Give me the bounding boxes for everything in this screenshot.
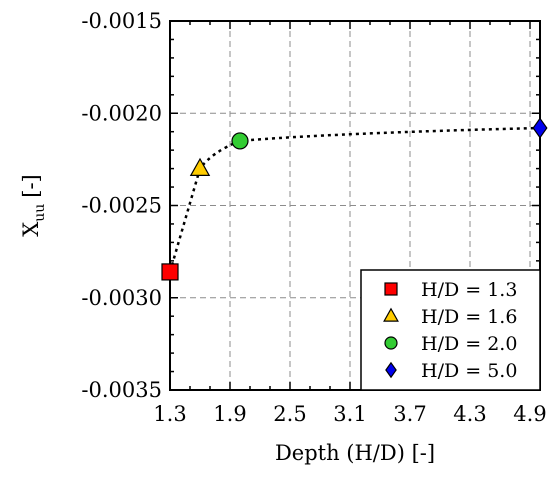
legend-entry-label: H/D = 1.6 (421, 306, 517, 328)
y-tick-label: -0.0020 (81, 101, 162, 125)
legend-marker-diamond (385, 361, 397, 379)
markers (161, 117, 548, 281)
series-line (168, 126, 541, 273)
y-tick-label: -0.0030 (81, 286, 162, 310)
y-axis-title-main: X (19, 222, 43, 237)
x-tick-label: 4.9 (513, 402, 546, 426)
x-tick-label: 3.7 (393, 402, 426, 426)
x-axis-title: Depth (H/D) [-] (275, 441, 435, 465)
legend-entry-label: H/D = 1.3 (421, 279, 517, 301)
y-axis-title-subscript: uu (32, 204, 48, 222)
tick-labels: 1.3 1.9 2.5 3.1 3.7 4.3 4.9 -0.0015 -0.0020 -0.00… (81, 9, 546, 426)
x-tick-label: 1.9 (213, 402, 246, 426)
legend-entry-label: H/D = 2.0 (421, 333, 517, 355)
legend: H/D = 1.3 H/D = 1.6 H/D = 2.0 H/D = 5.0 (360, 269, 541, 391)
data-point-diamond (532, 117, 548, 139)
x-tick-label: 4.3 (453, 402, 486, 426)
legend-marker-square (384, 282, 398, 296)
data-point-square (161, 263, 179, 281)
grid (170, 21, 540, 390)
legend-marker-triangle (383, 307, 399, 322)
y-tick-label: -0.0035 (81, 378, 162, 402)
data-point-circle (231, 132, 249, 150)
data-point-triangle (189, 157, 211, 176)
y-tick-label: -0.0015 (81, 9, 162, 33)
y-axis-title-unit: [-] (19, 174, 43, 197)
plot-frame (169, 20, 541, 391)
x-tick-label: 3.1 (333, 402, 366, 426)
legend-marker-circle (384, 336, 398, 350)
x-tick-label: 2.5 (273, 402, 306, 426)
legend-entry-label: H/D = 5.0 (421, 360, 517, 382)
y-axis-title: Xuu [-] (19, 174, 48, 236)
y-tick-label: -0.0025 (81, 194, 162, 218)
x-tick-label: 1.3 (153, 402, 186, 426)
